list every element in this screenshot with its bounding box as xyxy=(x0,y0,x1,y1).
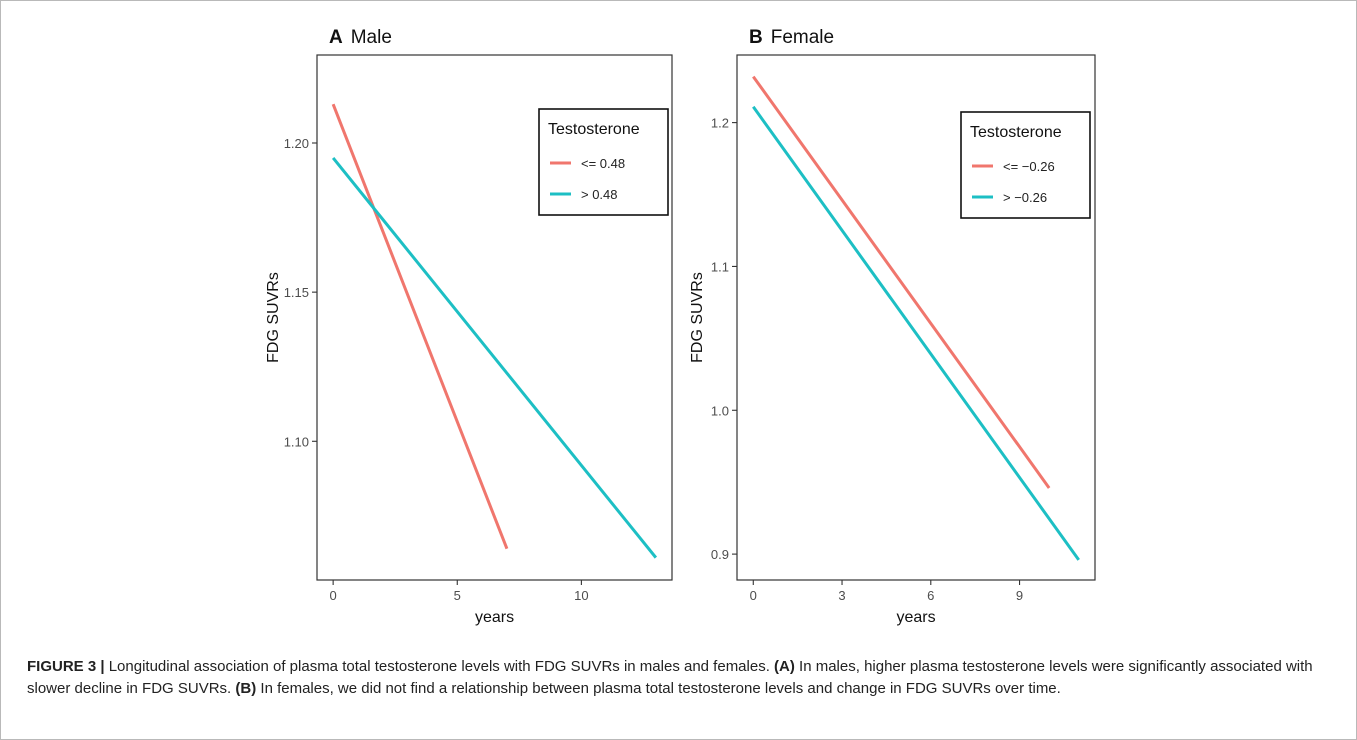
caption-figure-label: FIGURE 3 | xyxy=(27,658,105,675)
y-axis-label: FDG SUVRs xyxy=(265,272,282,363)
panel-title-text: Female xyxy=(771,27,834,48)
caption-part-a-label: (A) xyxy=(774,658,795,675)
series-line-2 xyxy=(752,105,1080,561)
panel-title: B Female xyxy=(749,27,834,48)
legend-label: > 0.48 xyxy=(581,187,618,202)
chart-panel-b: B Female 0.9 1.0 1.1 1.2 0 3 6 9 years FDG SUVRs Tes… xyxy=(689,27,1096,626)
series-line-2 xyxy=(331,156,658,559)
x-tick-label: 6 xyxy=(927,588,934,603)
figure-caption: FIGURE 3 | Longitudinal association of p… xyxy=(27,656,1332,700)
y-tick-label: 1.10 xyxy=(284,434,309,449)
y-axis-label: FDG SUVRs xyxy=(689,272,706,363)
caption-intro: Longitudinal association of plasma total… xyxy=(104,658,775,675)
series-line-1 xyxy=(752,75,1051,489)
x-tick-label: 5 xyxy=(454,588,461,603)
legend-label: > −0.26 xyxy=(1003,190,1047,205)
x-tick-label: 3 xyxy=(838,588,845,603)
x-axis-label: years xyxy=(475,609,514,626)
y-tick-label: 1.1 xyxy=(711,259,729,274)
y-tick-label: 1.20 xyxy=(284,136,309,151)
panel-title-text: Male xyxy=(351,27,392,48)
panel-letter: B xyxy=(749,27,763,48)
legend-title: Testosterone xyxy=(548,121,640,138)
y-tick-label: 1.2 xyxy=(711,116,729,131)
x-tick-label: 10 xyxy=(574,588,588,603)
caption-part-b-text: In females, we did not find a relationsh… xyxy=(256,680,1061,697)
legend: Testosterone <= −0.26 > −0.26 xyxy=(960,111,1091,219)
chart-panel-a: A Male 1.10 1.15 1.20 0 5 10 years FDG SUVRs Testo… xyxy=(265,27,673,626)
legend-label: <= −0.26 xyxy=(1003,159,1055,174)
legend-title: Testosterone xyxy=(970,124,1062,141)
caption-part-b-label: (B) xyxy=(235,680,257,697)
x-tick-label: 9 xyxy=(1016,588,1023,603)
plot-border xyxy=(736,54,1096,581)
x-tick-label: 0 xyxy=(330,588,337,603)
legend-label: <= 0.48 xyxy=(581,156,625,171)
series-line-1 xyxy=(331,103,509,550)
caption-part-a-text: In males, higher plasma testosterone lev… xyxy=(27,658,1313,697)
x-tick-label: 0 xyxy=(750,588,757,603)
panel-title: A Male xyxy=(329,27,392,48)
y-tick-label: 1.15 xyxy=(284,285,309,300)
plot-border xyxy=(316,54,673,581)
legend: Testosterone <= 0.48 > 0.48 xyxy=(538,108,669,216)
panel-letter: A xyxy=(329,27,343,48)
x-axis-label: years xyxy=(896,609,935,626)
y-tick-label: 0.9 xyxy=(711,547,729,562)
y-tick-label: 1.0 xyxy=(711,403,729,418)
